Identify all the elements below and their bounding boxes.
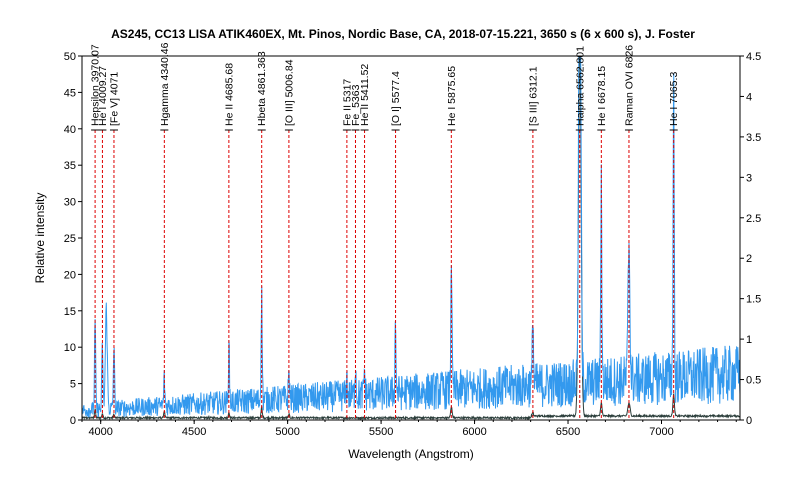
emission-line-label: [S III] 6312.1 — [527, 66, 539, 126]
y2-tick-label: 0.5 — [746, 375, 761, 387]
y2-tick-label: 2.5 — [746, 213, 761, 225]
y2-tick-label: 4 — [746, 91, 752, 103]
series-dark-spectrum — [82, 56, 740, 420]
y-axis-right: 0 0.5 1 1.5 2 2.5 3 3.5 4 4.5 — [740, 51, 761, 427]
x-tick-label: 6000 — [462, 426, 486, 438]
y2-tick-label: 1 — [746, 334, 752, 346]
y-tick-label: 0 — [70, 415, 76, 427]
emission-line-label: [O III] 5006.84 — [283, 59, 295, 126]
y-tick-label: 15 — [64, 306, 76, 318]
y-tick-label: 30 — [64, 197, 76, 209]
y2-tick-label: 4.5 — [746, 51, 761, 63]
emission-line-label: He I 4009.27 — [97, 66, 109, 126]
y-tick-label: 40 — [64, 124, 76, 136]
y-axis-label: Relative intensity — [33, 193, 47, 284]
y-tick-label: 50 — [64, 51, 76, 63]
plot-frame — [81, 55, 741, 421]
y2-tick-label: 1.5 — [746, 294, 761, 306]
plot-area — [82, 56, 740, 420]
x-axis: 4000 4500 5000 5500 6000 6500 7000 — [81, 420, 737, 438]
y-tick-label: 20 — [64, 269, 76, 281]
y-axis-left: 0 5 10 15 20 25 30 35 40 45 50 — [64, 51, 82, 427]
emission-line-label: He II 4685.68 — [223, 63, 235, 126]
y-tick-label: 25 — [64, 233, 76, 245]
y2-tick-label: 2 — [746, 253, 752, 265]
y-tick-label: 45 — [64, 87, 76, 99]
emission-line-label: Hbeta 4861.363 — [256, 51, 268, 126]
emission-line-label: [Fe V] 4071 — [108, 72, 120, 126]
x-tick-label: 4500 — [182, 426, 206, 438]
y-tick-label: 5 — [70, 379, 76, 391]
emission-line-label: Halpha 6562.801 — [574, 46, 586, 126]
y-tick-label: 10 — [64, 342, 76, 354]
y-tick-label: 35 — [64, 160, 76, 172]
chart-title: AS245, CC13 LISA ATIK460EX, Mt. Pinos, N… — [111, 27, 695, 41]
y2-tick-label: 0 — [746, 415, 752, 427]
emission-line-label: [O I] 5577.4 — [390, 71, 402, 126]
x-tick-label: 5500 — [369, 426, 393, 438]
emission-line-label: Hgamma 4340.46 — [159, 42, 171, 126]
y2-tick-label: 3.5 — [746, 132, 761, 144]
x-axis-label: Wavelength (Angstrom) — [348, 447, 474, 461]
emission-line-label: Raman OVI 6826 — [623, 45, 635, 126]
emission-line-label: He I 5875.65 — [446, 66, 458, 126]
emission-line-label: Fe II 5317 — [341, 79, 353, 126]
x-tick-label: 6500 — [556, 426, 580, 438]
x-tick-label: 7000 — [649, 426, 673, 438]
emission-line-label: Fe_5363 — [350, 84, 362, 126]
y2-tick-label: 3 — [746, 172, 752, 184]
x-tick-label: 4000 — [88, 426, 112, 438]
x-tick-label: 5000 — [275, 426, 299, 438]
emission-line-label: He II 5411.52 — [359, 64, 371, 126]
emission-line-label: Hepsilon 3970.07 — [90, 44, 102, 126]
emission-line-label: He I 6678.15 — [596, 66, 608, 126]
emission-line-label: He I 7065.3 — [668, 72, 680, 126]
series-blue-spectrum — [82, 56, 740, 418]
